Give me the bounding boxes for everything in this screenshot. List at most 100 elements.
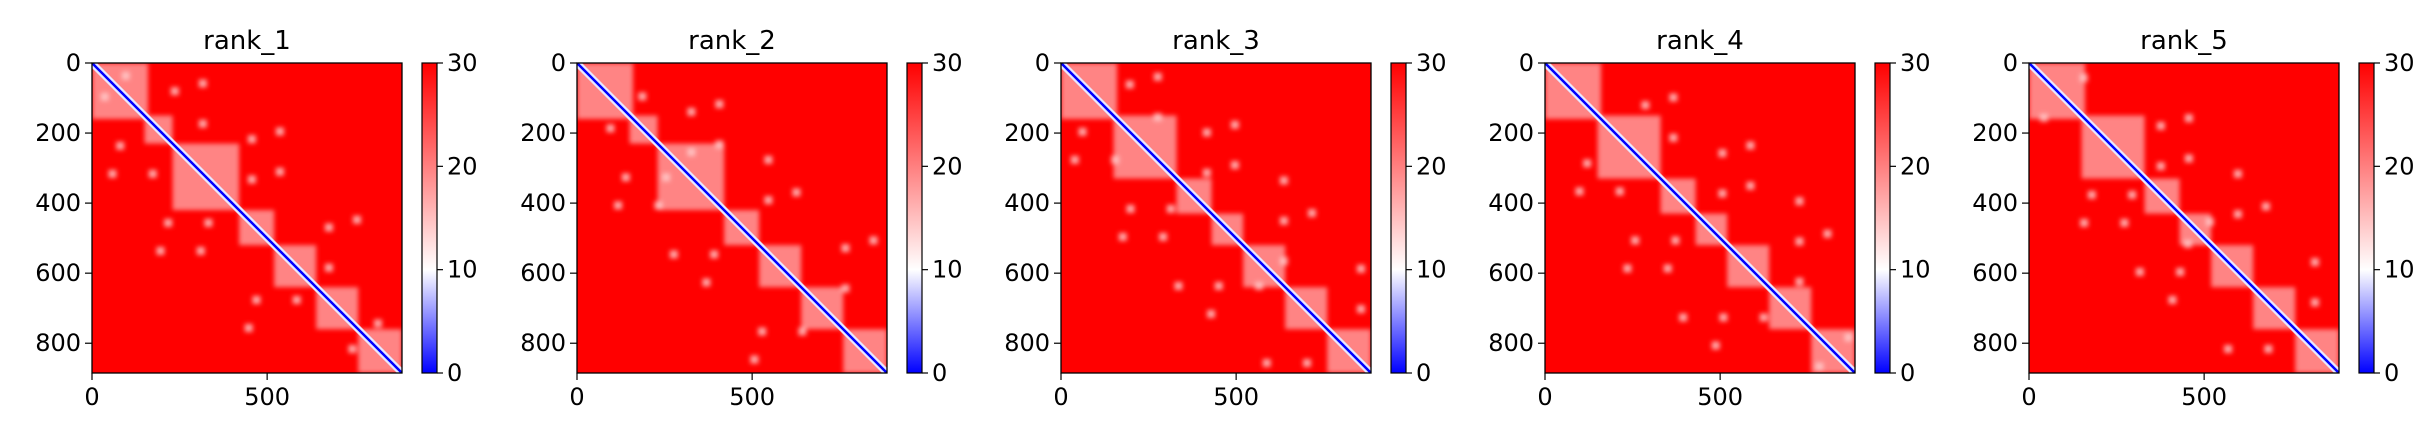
off-diagonal-contact <box>1815 362 1824 371</box>
colorbar-tick-label: 30 <box>2384 49 2415 77</box>
off-diagonal-contact <box>198 79 207 88</box>
off-diagonal-contact <box>758 327 767 336</box>
off-diagonal-contact <box>841 244 850 253</box>
off-diagonal-contact <box>2183 239 2192 248</box>
off-diagonal-contact <box>2156 162 2165 171</box>
off-diagonal-contact <box>2087 190 2096 199</box>
y-tick-label: 400 <box>1488 189 1534 217</box>
off-diagonal-contact <box>2205 217 2214 226</box>
off-diagonal-contact <box>247 135 256 144</box>
off-diagonal-contact <box>2128 190 2137 199</box>
off-diagonal-contact <box>621 173 630 182</box>
colorbar <box>2358 62 2375 374</box>
x-tick-label: 500 <box>2181 383 2227 411</box>
off-diagonal-contact <box>324 263 333 272</box>
x-tick-label: 0 <box>1053 383 1068 411</box>
off-diagonal-contact <box>1125 80 1134 89</box>
off-diagonal-contact <box>196 246 205 255</box>
off-diagonal-contact <box>2120 218 2129 227</box>
off-diagonal-contact <box>1070 155 1079 164</box>
colorbar-tick-label: 10 <box>447 256 478 284</box>
off-diagonal-contact <box>1078 127 1087 136</box>
y-tick-label: 600 <box>520 259 566 287</box>
colorbar-tick-label: 20 <box>2384 152 2415 180</box>
off-diagonal-contact <box>669 250 678 259</box>
off-diagonal-contact <box>1214 281 1223 290</box>
diagonal-line <box>92 63 402 373</box>
off-diagonal-contact <box>764 155 773 164</box>
off-diagonal-contact <box>2224 344 2233 353</box>
panel-title: rank_4 <box>1656 26 1744 56</box>
colorbar <box>1390 62 1407 374</box>
off-diagonal-contact <box>324 223 333 232</box>
y-tick-label: 200 <box>35 119 81 147</box>
off-diagonal-contact <box>2135 267 2144 276</box>
colorbar-tick-label: 20 <box>932 152 963 180</box>
colorbar-tick-label: 10 <box>1900 256 1931 284</box>
heatmap-field <box>1545 63 1855 373</box>
off-diagonal-contact <box>1746 141 1755 150</box>
off-diagonal-contact <box>841 284 850 293</box>
off-diagonal-contact <box>352 215 361 224</box>
off-diagonal-contact <box>1795 197 1804 206</box>
off-diagonal-contact <box>662 173 671 182</box>
off-diagonal-contact <box>1230 120 1239 129</box>
off-diagonal-contact <box>1126 204 1135 213</box>
off-diagonal-contact <box>2039 113 2048 122</box>
y-tick-label: 800 <box>1488 329 1534 357</box>
off-diagonal-contact <box>750 355 759 364</box>
colorbar-tick-label: 0 <box>1900 359 1915 387</box>
off-diagonal-contact <box>100 92 109 101</box>
diagonal-line <box>1061 63 1371 373</box>
y-tick-label: 400 <box>1004 189 1050 217</box>
off-diagonal-contact <box>702 278 711 287</box>
y-tick-label: 200 <box>1004 119 1050 147</box>
off-diagonal-contact <box>1746 181 1755 190</box>
heatmap-field <box>2029 63 2339 373</box>
y-tick-label: 200 <box>520 119 566 147</box>
colorbar <box>421 62 438 374</box>
off-diagonal-contact <box>1844 333 1853 342</box>
x-tick-label: 500 <box>1697 383 1743 411</box>
colorbar-tick-label: 10 <box>932 256 963 284</box>
off-diagonal-contact <box>1262 358 1271 367</box>
off-diagonal-contact <box>292 295 301 304</box>
off-diagonal-contact <box>869 236 878 245</box>
off-diagonal-contact <box>348 344 357 353</box>
off-diagonal-contact <box>148 169 157 178</box>
off-diagonal-contact <box>247 175 256 184</box>
y-tick-label: 0 <box>1519 49 1534 77</box>
colorbar-tick-label: 30 <box>1900 49 1931 77</box>
off-diagonal-contact <box>121 71 130 80</box>
off-diagonal-contact <box>1823 229 1832 238</box>
off-diagonal-contact <box>1356 264 1365 273</box>
off-diagonal-contact <box>638 92 647 101</box>
panel-title: rank_2 <box>688 26 776 56</box>
y-tick-label: 200 <box>1972 119 2018 147</box>
off-diagonal-contact <box>1679 313 1688 322</box>
axes-frame <box>1544 62 1856 374</box>
x-tick-label: 500 <box>1213 383 1259 411</box>
off-diagonal-contact <box>275 127 284 136</box>
colorbar-tick-label: 20 <box>447 152 478 180</box>
colorbar-tick-label: 30 <box>932 49 963 77</box>
y-tick-label: 0 <box>1035 49 1050 77</box>
off-diagonal-contact <box>164 218 173 227</box>
off-diagonal-contact <box>2261 202 2270 211</box>
off-diagonal-contact <box>1671 236 1680 245</box>
colorbar-tick-label: 0 <box>932 359 947 387</box>
off-diagonal-contact <box>1202 128 1211 137</box>
off-diagonal-contact <box>1795 277 1804 286</box>
off-diagonal-contact <box>1719 313 1728 322</box>
y-tick-label: 800 <box>520 329 566 357</box>
off-diagonal-contact <box>1615 187 1624 196</box>
x-tick-label: 0 <box>84 383 99 411</box>
y-tick-label: 400 <box>35 189 81 217</box>
off-diagonal-contact <box>1711 341 1720 350</box>
y-tick-label: 600 <box>35 259 81 287</box>
diagonal-line <box>2029 63 2339 373</box>
off-diagonal-contact <box>198 119 207 128</box>
